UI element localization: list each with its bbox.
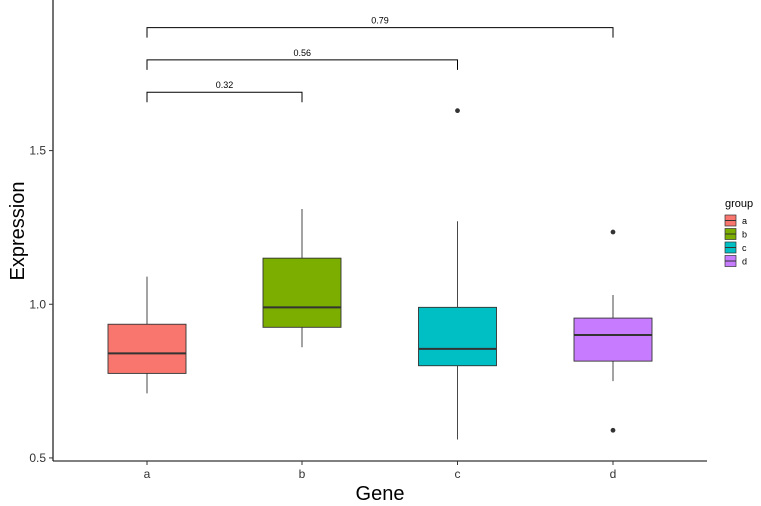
legend-item-c: c — [724, 241, 747, 254]
box-d — [573, 229, 653, 433]
box-body — [107, 323, 187, 374]
p-value-label: 0.79 — [371, 16, 389, 26]
box-body — [573, 317, 653, 362]
box-b — [262, 208, 342, 348]
legend-item-a: a — [724, 214, 747, 227]
axes — [52, 0, 707, 462]
x-tick-label: d — [610, 467, 617, 481]
bracket-line — [146, 27, 614, 38]
legend-item-b: b — [724, 228, 747, 240]
x-tick-label: b — [299, 467, 306, 481]
legend-label: c — [742, 243, 747, 253]
p-value-label: 0.56 — [293, 48, 311, 58]
x-tick-label: a — [144, 467, 151, 481]
legend-label: b — [742, 230, 747, 240]
comparison-brackets: 0.32 0.56 0.79 — [146, 16, 614, 103]
legend-title: group — [725, 198, 753, 210]
y-tick-label: 0.5 — [29, 451, 46, 465]
box-body — [262, 257, 342, 328]
outlier-point — [610, 229, 616, 235]
bracket-line — [146, 91, 303, 103]
comparison-a-d: 0.79 — [146, 16, 614, 38]
p-value-label: 0.32 — [216, 80, 234, 90]
box-body — [418, 306, 497, 367]
y-tick-label: 1.5 — [29, 144, 46, 158]
legend-label: a — [742, 216, 747, 226]
comparison-a-b: 0.32 — [146, 80, 303, 103]
y-ticks: 0.5 1.0 1.5 — [29, 144, 53, 465]
outlier-point — [610, 427, 616, 433]
bracket-line — [146, 59, 458, 70]
y-tick-label: 1.0 — [29, 297, 46, 311]
outlier-point — [455, 108, 460, 114]
legend-label: d — [742, 257, 747, 267]
x-tick-label: c — [455, 467, 461, 481]
box-c — [418, 108, 497, 440]
box-a — [107, 276, 187, 394]
x-axis-title: Gene — [356, 483, 405, 505]
boxes — [107, 108, 653, 440]
comparison-a-c: 0.56 — [146, 48, 458, 70]
legend-item-d: d — [724, 255, 747, 267]
x-ticks: a b c d — [144, 461, 617, 481]
y-axis-title: Expression — [7, 182, 29, 281]
